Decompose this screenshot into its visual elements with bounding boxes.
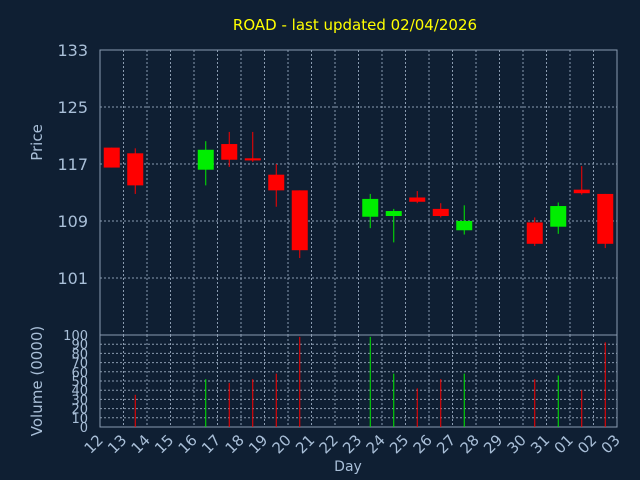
day-tick-label: 17 [198,431,224,457]
candle-17 [221,131,238,167]
day-tick-label: 15 [151,431,177,457]
price-frame [99,49,618,336]
day-axis-label: Day [334,459,362,475]
day-tick-label: 30 [504,431,530,457]
candle-body [244,158,261,161]
volume-tick-label: 60 [71,366,88,381]
volume-tick-label: 90 [71,338,88,353]
candle-body [291,190,308,251]
day-tick-label: 03 [598,431,624,457]
candle-body [597,193,614,244]
volume-tick-label: 30 [71,393,88,408]
day-tick-label: 20 [269,431,295,457]
candle-26 [432,203,449,218]
chart-title: ROAD - last updated 02/04/2026 [233,16,477,34]
volume-frame [99,334,618,428]
candle-body [197,149,214,170]
volume-tick-label: 70 [71,357,88,372]
day-tick-label: 23 [339,431,365,457]
candle-02 [597,193,614,249]
day-tick-label: 13 [104,431,130,457]
day-tick-label: 25 [386,431,412,457]
volume-tick-label: 0 [80,421,88,436]
day-tick-label: 21 [292,431,318,457]
candle-body [127,153,144,186]
candle-body [432,208,449,217]
price-tick-label: 133 [57,41,88,60]
candle-27 [456,205,473,235]
candle-13 [127,148,144,194]
candle-24 [385,208,402,243]
price-tick-label: 109 [57,212,88,231]
volume-axis-label: Volume (0000) [28,326,46,436]
candle-body [550,206,567,227]
candle-31 [550,202,567,234]
day-tick-label: 31 [527,431,553,457]
candle-body [362,198,379,217]
day-tick-label: 14 [128,431,154,457]
candle-16 [197,141,214,186]
candle-12 [103,147,120,168]
price-axis-label: Price [28,124,46,161]
candle-body [409,197,426,202]
price-tick-label: 101 [57,269,88,288]
volume-tick-label: 10 [71,412,88,427]
candle-body [573,189,590,194]
volume-tick-label: 20 [71,403,88,418]
day-tick-label: 24 [363,431,389,457]
candle-01 [573,166,590,195]
day-tick-label: 18 [222,431,248,457]
candle-25 [409,191,426,204]
candle-19 [268,164,285,207]
day-tick-label: 19 [245,431,271,457]
candle-body [385,211,402,217]
day-tick-label: 16 [175,431,201,457]
candle-body [103,147,120,168]
candle-23 [362,193,379,229]
day-tick-label: 27 [433,431,459,457]
day-tick-label: 22 [316,431,342,457]
day-tick-label: 28 [457,431,483,457]
volume-tick-label: 40 [71,384,88,399]
candle-body [268,174,285,191]
day-tick-label: 01 [551,431,577,457]
day-tick-label: 29 [480,431,506,457]
price-tick-label: 117 [57,155,88,174]
candle-20 [291,190,308,259]
day-tick-label: 02 [574,431,600,457]
price-panel: 101 109 117 125 133 Price [28,41,618,336]
candle-body [526,222,543,244]
volume-tick-label: 100 [63,329,88,344]
candle-18 [244,131,261,162]
price-tick-label: 125 [57,98,88,117]
day-axis: 1213141516171819202122232425262728293031… [81,431,624,475]
candle-30 [526,217,543,246]
day-tick-label: 26 [410,431,436,457]
volume-tick-label: 50 [71,375,88,390]
volume-tick-label: 80 [71,347,88,362]
candle-body [456,221,473,231]
candle-body [221,144,238,160]
